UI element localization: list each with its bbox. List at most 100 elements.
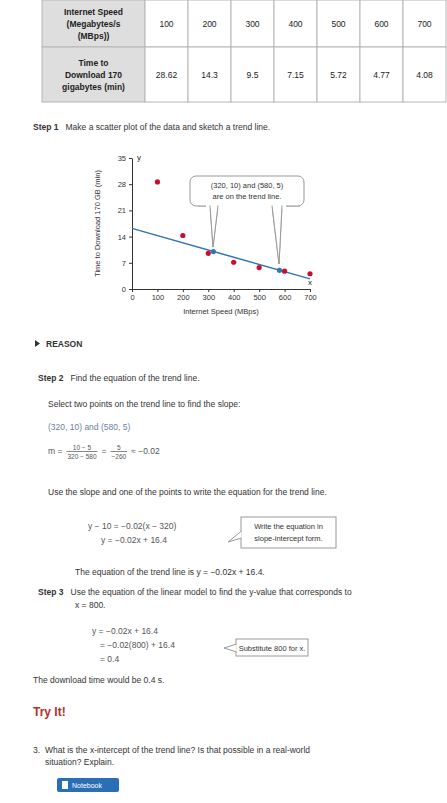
cell [403,0,446,47]
tick: 700 [304,289,317,302]
tick-mark [157,289,158,292]
question: situation? Explain. [45,757,114,767]
callout-pointer-edge [210,206,282,265]
cell-value: 400 [288,19,302,29]
numerator: 5 [117,444,121,451]
cell [188,47,231,102]
row-header: Internet Speed [64,7,123,17]
cell [231,0,274,47]
tick-mark [129,184,132,185]
table: Internet Speed (Megabytes/s (MBps)) 100 200 3… [42,0,446,102]
cell [360,0,403,47]
tick-mark [285,289,286,292]
cell-value: 100 [159,19,173,29]
formula-text: = [102,446,107,456]
callout: Substitute 800 for x. [224,639,308,656]
tick-label: 14 [118,233,126,242]
cell-value: 300 [245,19,259,29]
points: (320, 10) and (580, 5) [48,422,130,432]
cell-value: 9.5 [247,70,259,80]
button-background [57,778,119,792]
axis-letter: y [137,153,141,162]
cell-value: 200 [202,19,216,29]
callout-box [190,176,304,206]
tick-label: 700 [304,293,317,302]
button-icon [62,781,68,789]
cell-value: 600 [374,19,388,29]
row-header: Download 170 [65,70,122,80]
tick: 28 [118,180,132,189]
equation: y = −0.02x + 16.4 [92,626,158,636]
fraction-bar [110,451,127,452]
row-header: Time to [78,58,108,68]
cell-value: 5.72 [330,70,347,80]
reason-label[interactable]: REASON [46,339,82,349]
tick-mark [259,289,260,292]
step-text: Find the equation of the trend line. [71,373,200,383]
tick-mark [234,289,235,292]
tick: 14 [118,233,132,242]
callout-box [241,517,336,548]
cell-value: 7.15 [287,70,304,80]
tick-mark [208,289,209,292]
step-label: Step 1 [33,122,59,132]
conclusion: The equation of the trend line is y = −0… [75,567,265,577]
axis-letter: x [308,278,312,287]
slope-formula: m =10 − 5320 − 580=5−260≈ −0.02 [48,444,160,460]
tick-label: 500 [253,293,266,302]
tick-label: 100 [152,293,165,302]
question: What is the x-intercept of the trend lin… [45,745,310,755]
row-header: (MBps)) [78,31,110,41]
tick-mark [129,289,132,290]
row-header: (Megabytes/s [67,19,121,29]
point [155,179,160,184]
cell-value: 4.77 [373,70,390,80]
callout-text: Write the equation in [254,522,323,531]
cell [274,47,317,102]
tick: 300 [203,289,216,302]
step-text: Use the equation of the linear model to … [71,587,352,597]
cell [403,47,446,102]
tick-label: 0 [130,293,134,302]
tick: 0 [122,285,132,294]
tick: 400 [228,289,241,302]
tick: 500 [253,289,266,302]
annotation: are on the trend line. [213,192,282,201]
annotation: (320, 10) and (580, 5) [211,181,284,190]
cell [274,0,317,47]
denominator: −260 [111,453,126,460]
point [211,249,216,254]
equation: = 0.4 [100,654,119,664]
reason-arrow [35,340,40,347]
question-number: 3. [33,745,40,755]
step-text: Make a scatter plot of the data and sket… [66,122,271,132]
equation: = −0.02(800) + 16.4 [100,640,175,650]
callout-pointer [198,206,300,264]
callout-pointer [228,531,242,542]
callout-fill [206,206,286,265]
cell [231,47,274,102]
tick-label: 600 [279,293,292,302]
header-cell [42,47,145,102]
cell-value: 28.62 [156,70,178,80]
button-label[interactable]: Notebook [72,782,102,789]
cell [188,0,231,47]
x-axis-line [133,289,311,290]
notebook-button: Notebook [57,778,119,792]
header-cell [42,0,145,47]
equation: y − 10 = −0.02(x − 320) [88,521,177,531]
y-axis-title: Time to Download 170 GB (min) [93,170,102,277]
tick: 0 [130,289,134,302]
try-it-title: Try It! [33,705,66,719]
tick-mark [129,237,132,238]
x-axis: 0 100 200 300 400 500 600 700 [130,289,316,302]
tick: 7 [122,259,132,268]
point [277,268,282,273]
callout-text: slope-intercept form. [254,534,322,543]
denominator: 320 − 580 [67,453,96,460]
conclusion: The download time would be 0.4 s. [33,675,164,685]
tick: 200 [177,289,190,302]
point [231,260,236,265]
numerator: 10 − 5 [73,444,92,451]
tick-label: 35 [118,154,126,163]
